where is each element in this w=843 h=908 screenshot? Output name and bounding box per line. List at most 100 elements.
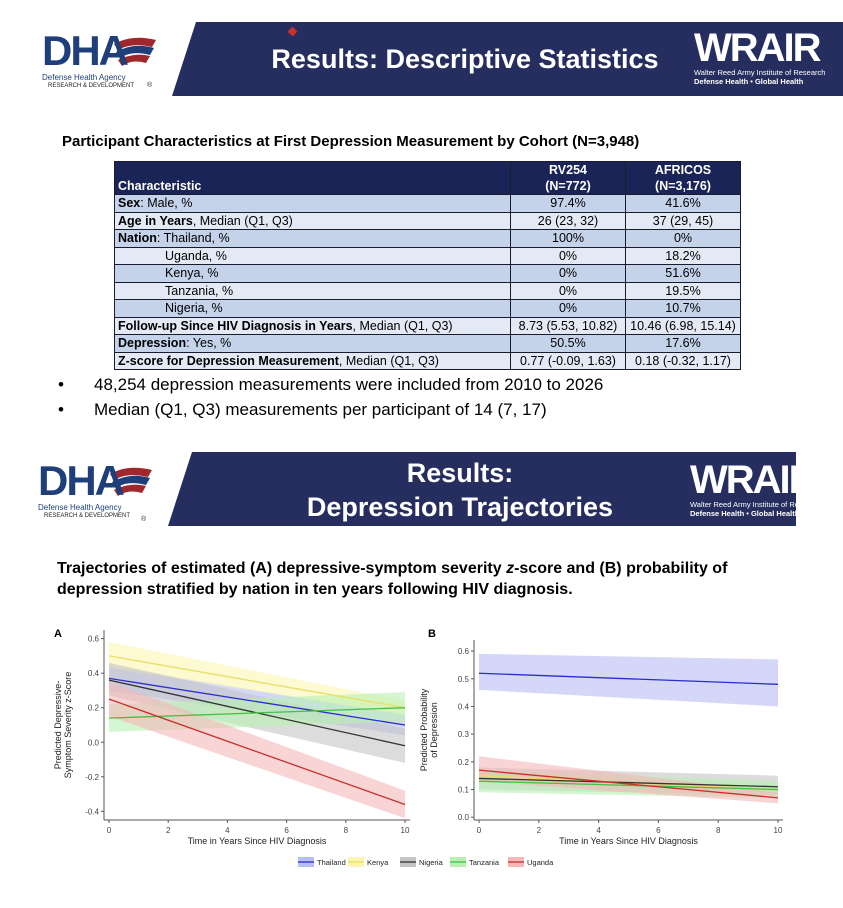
line-thailand xyxy=(108,677,406,726)
band-thailand xyxy=(479,653,778,707)
cell-africos: 18.2% xyxy=(625,246,741,265)
cell-africos: 17.6% xyxy=(625,334,741,353)
cell-africos: 51.6% xyxy=(625,264,741,283)
bullet-item: • Median (Q1, Q3) measurements per partic… xyxy=(58,397,603,422)
dha-registered-mark: ® xyxy=(141,516,147,523)
wrair-institute-line: Walter Reed Army Institute of Research xyxy=(690,500,796,509)
slide2-logo-dha: DHA Defense Health Agency RESEARCH & DEV… xyxy=(36,460,156,524)
line-uganda xyxy=(478,769,779,799)
y-axis-label-line2: of Depression xyxy=(429,702,439,758)
header-africos-n: (N=3,176) xyxy=(625,178,741,195)
table-row: Tanzania, % 0% 19.5% xyxy=(114,281,741,300)
band-kenya xyxy=(109,642,405,715)
figure-caption: Trajectories of estimated (A) depressive… xyxy=(57,558,817,600)
legend-label: Tanzania xyxy=(469,858,500,867)
cell-characteristic-bold: Sex xyxy=(118,196,141,211)
cell-characteristic-text: , Median (Q1, Q3) xyxy=(352,318,453,333)
band-kenya xyxy=(479,770,778,793)
x-tick-label: 6 xyxy=(284,826,289,835)
table-row: Nation: Thailand, % 100% 0% xyxy=(114,229,741,248)
y-axis-label-line1: Predicted Depressive- xyxy=(53,681,63,770)
cell-africos: 19.5% xyxy=(625,281,741,300)
table-row: Uganda, % 0% 18.2% xyxy=(114,246,741,265)
y-tick-label: 0.6 xyxy=(88,635,100,644)
caption-line1-a: Trajectories of estimated (A) depressive… xyxy=(57,560,507,577)
cell-characteristic: Uganda, % xyxy=(114,246,511,265)
x-tick-label: 2 xyxy=(537,826,542,835)
band-uganda xyxy=(109,681,405,819)
cell-rv254: 97.4% xyxy=(510,194,626,213)
caption-z: z xyxy=(506,560,515,577)
cell-characteristic-bold: Follow-up Since HIV Diagnosis in Years xyxy=(118,318,353,333)
cell-characteristic: Nation: Thailand, % xyxy=(114,229,511,248)
wrair-wordmark: WRAIR xyxy=(690,460,796,502)
legend-label: Thailand xyxy=(317,858,346,867)
cell-africos: 10.7% xyxy=(625,299,741,318)
legend-swatch-uganda xyxy=(508,857,524,867)
y-tick-label: 0.1 xyxy=(458,786,470,795)
legend-label: Kenya xyxy=(367,858,389,867)
cell-africos: 0.18 (-0.32, 1.17) xyxy=(625,351,741,370)
legend-label: Uganda xyxy=(527,858,554,867)
y-tick-label: 0.6 xyxy=(458,647,470,656)
slide1-logo-dha: DHA Defense Health Agency RESEARCH & DEV… xyxy=(40,30,160,94)
cell-characteristic-text: : Thailand, % xyxy=(156,231,230,246)
cell-rv254: 0% xyxy=(510,299,626,318)
cell-characteristic-bold: Z-score for Depression Measurement xyxy=(118,353,339,368)
cell-rv254: 0% xyxy=(510,246,626,265)
legend-label: Nigeria xyxy=(419,858,444,867)
bullet-text: Median (Q1, Q3) measurements per partici… xyxy=(94,400,547,419)
y-tick-label: 0.2 xyxy=(88,704,100,713)
bullet-dot-icon: • xyxy=(58,400,64,419)
y-tick-label: 0.2 xyxy=(458,758,470,767)
table-row: Depression: Yes, % 50.5% 17.6% xyxy=(114,334,741,353)
cell-characteristic: Age in Years, Median (Q1, Q3) xyxy=(114,211,511,230)
y-tick-label: 0.0 xyxy=(458,813,470,822)
table-title: Participant Characteristics at First Dep… xyxy=(62,133,640,150)
legend-swatch-thailand xyxy=(298,857,314,867)
cell-characteristic: Tanzania, % xyxy=(114,281,511,300)
x-tick-label: 8 xyxy=(716,826,721,835)
chart-legend: Thailand Kenya Nigeria Tanzania Uganda xyxy=(298,857,554,867)
cell-rv254: 0% xyxy=(510,264,626,283)
x-tick-label: 4 xyxy=(596,826,601,835)
cell-characteristic: Follow-up Since HIV Diagnosis in Years, … xyxy=(114,316,511,335)
slide2-logo-wrair: WRAIR Walter Reed Army Institute of Rese… xyxy=(690,460,796,520)
chart-panel-b: 0.0 0.1 0.2 0.3 0.4 0.5 0.6 0 2 4 6 8 10 B Time in Yea… xyxy=(419,628,783,846)
caption-line2: depression stratified by nation in ten y… xyxy=(57,581,573,598)
y-tick-label: 0.4 xyxy=(458,702,470,711)
dha-wordmark: DHA xyxy=(38,457,125,504)
cell-characteristic-text: Tanzania, % xyxy=(165,283,234,298)
cell-characteristic: Kenya, % xyxy=(114,264,511,283)
summary-bullets: • 48,254 depression measurements were inc… xyxy=(58,372,603,422)
slide2-title-line1: Results: xyxy=(406,458,514,488)
cell-characteristic-bold: Nation xyxy=(118,231,157,246)
panel-label: B xyxy=(428,628,436,640)
cell-africos: 10.46 (6.98, 15.14) xyxy=(625,316,741,335)
table-row: Age in Years, Median (Q1, Q3) 26 (23, 32)… xyxy=(114,211,741,230)
bullet-item: • 48,254 depression measurements were inc… xyxy=(58,372,603,397)
wrair-institute-line: Walter Reed Army Institute of Research xyxy=(694,68,826,77)
header-africos: AFRICOS xyxy=(625,161,741,178)
cell-characteristic: Depression: Yes, % xyxy=(114,334,511,353)
cell-characteristic: Nigeria, % xyxy=(114,299,511,318)
cell-characteristic-bold: Depression xyxy=(118,336,187,351)
dha-flag-icon xyxy=(110,467,152,496)
y-axis-label-line1: Predicted Probability xyxy=(419,688,429,771)
band-uganda xyxy=(479,756,778,804)
y-tick-label: 0.5 xyxy=(458,675,470,684)
cell-characteristic-text: : Yes, % xyxy=(186,336,232,351)
y-axis-label-line2: Symptom Severity z-Score xyxy=(63,672,73,779)
chart-panel-a: -0.4 -0.2 0.0 0.2 0.4 0.6 0 2 4 6 8 10 A Time in Year… xyxy=(53,628,410,846)
line-nigeria xyxy=(478,777,779,788)
bullet-dot-icon: • xyxy=(58,375,64,394)
panel-label: A xyxy=(54,628,62,640)
line-uganda xyxy=(108,698,406,806)
cell-characteristic-text: : Male, % xyxy=(140,196,193,211)
dha-rd-line: RESEARCH & DEVELOPMENT xyxy=(44,513,131,519)
dha-agency-line: Defense Health Agency xyxy=(38,503,122,512)
x-tick-label: 10 xyxy=(774,826,783,835)
line-tanzania xyxy=(478,780,779,791)
cell-rv254: 0.77 (-0.09, 1.63) xyxy=(510,351,626,370)
y-tick-label: 0.4 xyxy=(88,669,100,678)
